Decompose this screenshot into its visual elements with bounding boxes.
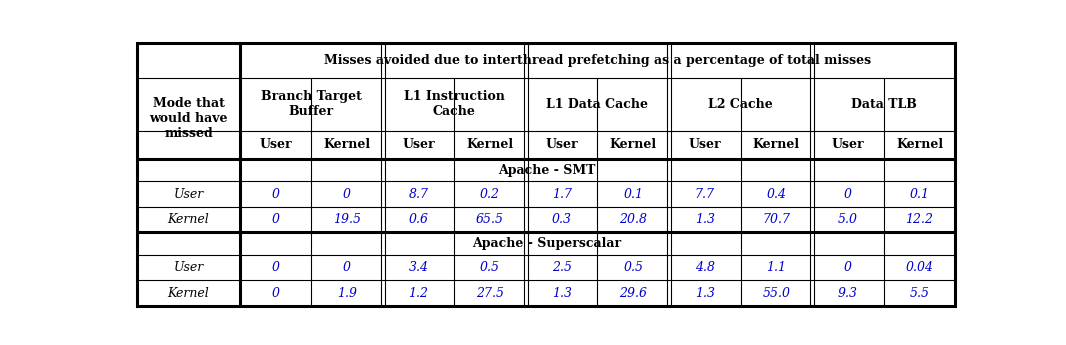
Text: 0: 0 [343, 261, 351, 274]
Text: User: User [402, 138, 435, 151]
Text: Kernel: Kernel [167, 213, 209, 226]
Text: Apache - Superscalar: Apache - Superscalar [472, 237, 620, 250]
Text: 1.2: 1.2 [408, 287, 429, 299]
Text: User: User [546, 138, 578, 151]
Text: 1.3: 1.3 [695, 213, 715, 226]
Text: Branch Target
Buffer: Branch Target Buffer [261, 90, 361, 118]
Text: 1.1: 1.1 [766, 261, 787, 274]
Text: L1 Data Cache: L1 Data Cache [547, 98, 648, 111]
Text: 0: 0 [844, 188, 852, 201]
Text: 0: 0 [844, 261, 852, 274]
Text: 20.8: 20.8 [619, 213, 647, 226]
Text: User: User [259, 138, 292, 151]
Text: 0.04: 0.04 [905, 261, 934, 274]
Text: 0.5: 0.5 [480, 261, 500, 274]
Text: 1.7: 1.7 [552, 188, 571, 201]
Text: Apache - SMT: Apache - SMT [498, 164, 595, 177]
Text: Misses avoided due to interthread prefetching as a percentage of total misses: Misses avoided due to interthread prefet… [324, 54, 871, 67]
Text: 1.3: 1.3 [552, 287, 571, 299]
Text: 8.7: 8.7 [408, 188, 429, 201]
Text: 1.3: 1.3 [695, 287, 715, 299]
Text: 19.5: 19.5 [333, 213, 361, 226]
Text: 70.7: 70.7 [762, 213, 790, 226]
Text: Kernel: Kernel [467, 138, 514, 151]
Text: 0.2: 0.2 [480, 188, 500, 201]
Text: 0.1: 0.1 [624, 188, 643, 201]
Text: 0: 0 [272, 188, 279, 201]
Text: 4.8: 4.8 [695, 261, 715, 274]
Text: 55.0: 55.0 [762, 287, 790, 299]
Text: L1 Instruction
Cache: L1 Instruction Cache [404, 90, 504, 118]
Text: 7.7: 7.7 [695, 188, 715, 201]
Text: 0: 0 [272, 261, 279, 274]
Text: Kernel: Kernel [753, 138, 800, 151]
Text: User: User [174, 188, 204, 201]
Text: 0.3: 0.3 [552, 213, 571, 226]
Text: 9.3: 9.3 [838, 287, 858, 299]
Text: Data TLB: Data TLB [851, 98, 917, 111]
Text: Kernel: Kernel [610, 138, 657, 151]
Text: 0.1: 0.1 [909, 188, 930, 201]
Text: 5.0: 5.0 [838, 213, 858, 226]
Text: 12.2: 12.2 [905, 213, 934, 226]
Text: 0: 0 [272, 287, 279, 299]
Text: 65.5: 65.5 [477, 213, 504, 226]
Text: User: User [174, 261, 204, 274]
Text: L2 Cache: L2 Cache [708, 98, 773, 111]
Text: User: User [689, 138, 721, 151]
Text: 2.5: 2.5 [552, 261, 571, 274]
Text: 1.9: 1.9 [337, 287, 357, 299]
Text: User: User [831, 138, 865, 151]
Text: 0.4: 0.4 [766, 188, 787, 201]
Text: Kernel: Kernel [323, 138, 371, 151]
Text: Kernel: Kernel [895, 138, 943, 151]
Text: Kernel: Kernel [167, 287, 209, 299]
Text: 5.5: 5.5 [909, 287, 930, 299]
Text: 0.6: 0.6 [408, 213, 429, 226]
Text: 27.5: 27.5 [477, 287, 504, 299]
Text: 0: 0 [272, 213, 279, 226]
Text: 0.5: 0.5 [624, 261, 643, 274]
Text: 29.6: 29.6 [619, 287, 647, 299]
Text: 0: 0 [343, 188, 351, 201]
Text: 3.4: 3.4 [408, 261, 429, 274]
Text: Mode that
would have
missed: Mode that would have missed [149, 97, 228, 140]
